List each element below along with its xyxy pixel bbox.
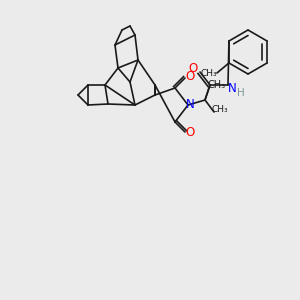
Text: CH₃: CH₃ [208, 80, 226, 90]
Text: H: H [237, 88, 245, 98]
Text: O: O [185, 70, 195, 83]
Text: CH₃: CH₃ [201, 68, 217, 77]
Text: CH₃: CH₃ [212, 106, 228, 115]
Text: O: O [188, 62, 198, 76]
Text: N: N [186, 98, 194, 112]
Text: O: O [185, 125, 195, 139]
Text: N: N [228, 82, 236, 94]
